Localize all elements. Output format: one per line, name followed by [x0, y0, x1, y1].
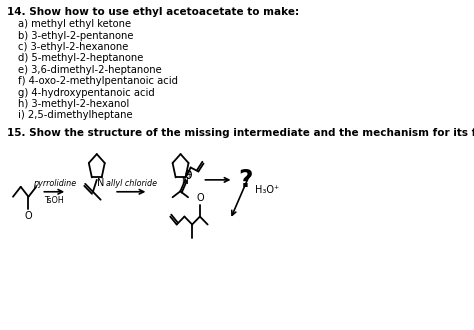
- Text: pyrrolidine: pyrrolidine: [33, 179, 76, 188]
- Text: h) 3-methyl-2-hexanol: h) 3-methyl-2-hexanol: [18, 99, 129, 109]
- Text: i) 2,5-dimethylheptane: i) 2,5-dimethylheptane: [18, 111, 133, 120]
- Text: TsOH: TsOH: [45, 196, 64, 205]
- Text: d) 5-methyl-2-heptanone: d) 5-methyl-2-heptanone: [18, 53, 144, 63]
- Text: 15. Show the structure of the missing intermediate and the mechanism for its for: 15. Show the structure of the missing in…: [7, 128, 474, 138]
- Text: ?: ?: [238, 168, 253, 192]
- Text: b) 3-ethyl-2-pentanone: b) 3-ethyl-2-pentanone: [18, 31, 134, 41]
- Text: c) 3-ethyl-2-hexanone: c) 3-ethyl-2-hexanone: [18, 42, 128, 52]
- Text: f) 4-oxo-2-methylpentanoic acid: f) 4-oxo-2-methylpentanoic acid: [18, 76, 178, 86]
- Text: allyl chloride: allyl chloride: [106, 179, 157, 188]
- Text: O: O: [196, 193, 204, 203]
- Text: H₃O⁺: H₃O⁺: [255, 185, 279, 195]
- Text: e) 3,6-dimethyl-2-heptanone: e) 3,6-dimethyl-2-heptanone: [18, 65, 162, 75]
- Text: O: O: [25, 211, 32, 221]
- Text: g) 4-hydroxypentanoic acid: g) 4-hydroxypentanoic acid: [18, 88, 155, 98]
- Text: N: N: [97, 179, 105, 188]
- Text: N: N: [182, 178, 188, 186]
- Text: +: +: [185, 170, 192, 179]
- Text: a) methyl ethyl ketone: a) methyl ethyl ketone: [18, 19, 131, 29]
- Text: 14. Show how to use ethyl acetoacetate to make:: 14. Show how to use ethyl acetoacetate t…: [7, 7, 299, 17]
